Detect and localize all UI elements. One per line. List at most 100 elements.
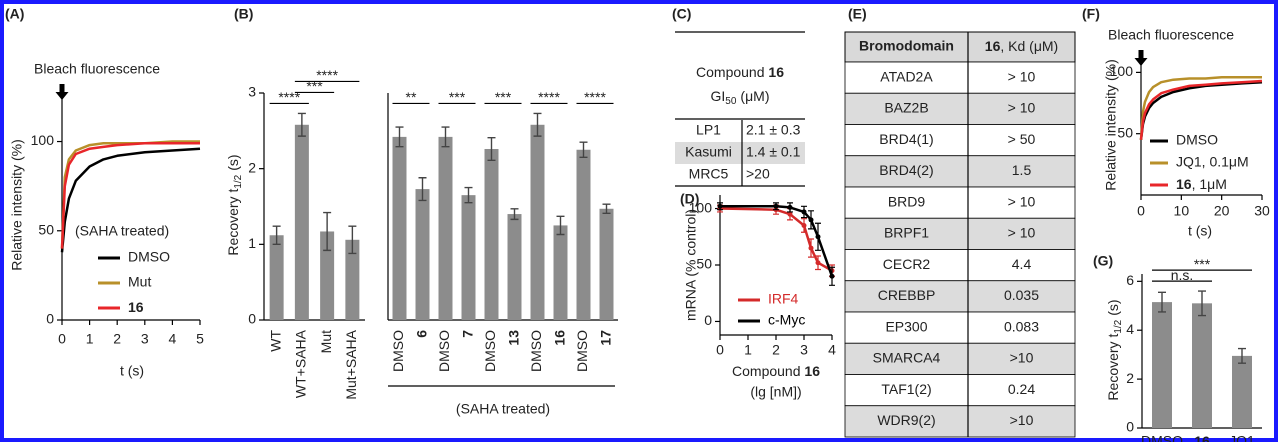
y-tick-label: 50 [38,221,54,237]
y-tick-label: 50 [696,256,712,272]
significance-label: *** [495,89,512,105]
significance-label: *** [1194,256,1211,272]
error-bar [556,215,565,236]
cell: 4.4 [1012,256,1032,272]
x-tick-label: 3 [800,342,808,358]
header-cell: 16, Kd (μM) [985,38,1058,54]
bar [1152,302,1172,428]
point [787,211,793,217]
cell: BRD4(1) [879,131,933,147]
error-bar [464,186,473,204]
y-tick-label: 6 [1126,272,1134,288]
y-tick-label: 0 [248,311,256,327]
panel-label: (F) [1082,6,1100,22]
x-axis-label: t (s) [120,363,144,379]
cell: > 10 [1008,100,1036,116]
cell: > 10 [1008,225,1036,241]
bar [345,239,360,320]
error-bar [1238,347,1246,364]
significance-label: **** [538,89,560,105]
y-tick-label: 0 [1126,419,1134,435]
x-tick-label: 4 [828,342,836,358]
point [717,203,723,209]
x-tick-label: WT+SAHA [293,329,309,398]
row [844,217,1076,250]
line [60,142,200,249]
y-axis-label-main: Recovery t [1105,334,1121,401]
bar [576,149,591,320]
row [844,311,1076,344]
panel-label: (G) [1093,253,1113,269]
panel-label: (A) [5,6,24,22]
x-tick-label: 2 [772,342,780,358]
gi-sub: 50 [725,96,737,107]
y-axis-label-main: Recovery t [225,189,241,256]
legend-title: (SAHA treated) [75,223,169,239]
annotation: Bleach fluorescence [1108,27,1234,43]
x-tick-label: 16 [1194,433,1210,442]
legend-label: JQ1, 0.1μM [1176,154,1249,170]
point [801,209,807,215]
point [801,222,807,228]
bar [1232,355,1252,428]
error-bar [272,225,281,246]
y-axis-label-unit: (s) [1105,299,1121,315]
error-bar [395,126,404,148]
annotation: Bleach fluorescence [34,61,160,77]
panel-label: (B) [234,6,253,22]
significance-label: **** [278,89,300,105]
y-axis-label: Recovery t1/2 (s) [1105,299,1124,400]
legend-label: Mut [128,274,151,290]
error-bar [323,211,332,252]
row [844,186,1076,219]
y-tick-label: 0 [704,312,712,328]
error-bar [579,141,588,159]
point [829,273,835,279]
cell: 1.4 ± 0.1 [746,144,801,160]
x-tick-label: 1 [744,342,752,358]
significance-label: *** [449,89,466,105]
significance-label: *** [306,78,323,94]
cell: > 50 [1008,131,1036,147]
x-tick-label: 0 [58,331,66,347]
row [844,342,1076,375]
cell: CREBBP [878,287,936,303]
cell: 0.035 [1004,287,1039,303]
significance-label: ** [406,89,417,105]
y-tick-label: 0 [46,311,54,327]
x-tick-label: 1 [86,331,94,347]
significance-label: **** [316,67,338,83]
y-tick-label: 2 [1126,370,1134,386]
y-axis-label-sub: 1/2 [233,174,244,188]
bar [320,231,335,320]
arrow [55,84,69,100]
x-axis-label: Compound 16 [732,363,820,379]
cell: EP300 [885,318,927,334]
point [808,217,814,223]
cell: >10 [1010,412,1034,428]
cell: MRC5 [689,166,729,182]
cell: 0.083 [1004,318,1039,334]
legend-label: DMSO [128,249,170,265]
legend-label: 16 [128,299,144,315]
legend-label: IRF4 [768,291,799,307]
x-tick-label: 16 [551,330,567,346]
row [844,124,1076,157]
row [844,61,1076,94]
cell: CECR2 [883,256,931,272]
point [815,260,821,266]
x-tick-label: 0 [716,342,724,358]
x-axis-label: t (s) [1188,223,1212,239]
cell: BRD9 [888,193,926,209]
cell: BRD4(2) [879,162,933,178]
panel-label: (E) [848,6,867,22]
point [787,204,793,210]
bar [294,124,309,320]
cell: BAZ2B [884,100,928,116]
table-title: Compound 16 [696,64,784,80]
cell: SMARCA4 [873,350,941,366]
bar [438,136,453,320]
error-bar [533,112,542,137]
point [773,203,779,209]
